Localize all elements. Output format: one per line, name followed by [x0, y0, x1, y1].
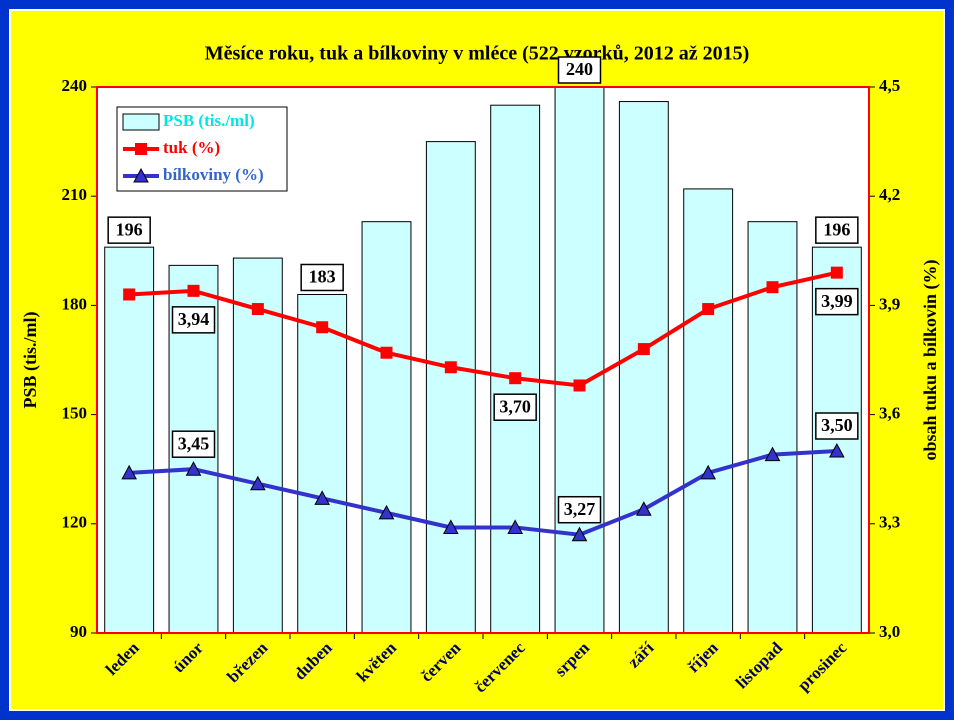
data-label-box	[815, 216, 859, 244]
data-label: 3,70	[499, 396, 531, 416]
marker	[828, 442, 845, 458]
marker	[571, 526, 588, 542]
y-tick-label: 210	[62, 185, 88, 204]
y-tick-label: 180	[62, 294, 88, 313]
legend-marker	[133, 167, 149, 183]
marker	[378, 504, 395, 520]
data-label: 3,45	[178, 433, 210, 453]
bar	[297, 293, 348, 634]
y-tick-label: 240	[62, 76, 88, 95]
plot-border	[96, 86, 870, 634]
bar	[618, 101, 669, 634]
y2-tick-label: 3,6	[879, 404, 900, 423]
legend-marker	[135, 143, 147, 155]
marker	[121, 464, 138, 480]
data-label-box	[107, 216, 151, 244]
marker	[251, 303, 264, 316]
data-label-box	[493, 393, 537, 421]
marker	[123, 288, 136, 301]
data-label: 3,27	[564, 499, 596, 519]
bar	[232, 257, 283, 634]
bar	[361, 221, 412, 634]
bar	[554, 86, 605, 634]
y-axis-title: PSB (tis./ml)	[20, 311, 41, 408]
y2-tick-label: 3,3	[879, 513, 900, 532]
data-label-box	[815, 287, 859, 316]
y-tick-label: 120	[62, 513, 88, 532]
y2-tick-label: 3,9	[879, 294, 900, 313]
marker	[700, 464, 717, 480]
line	[129, 270, 838, 388]
marker	[444, 361, 457, 374]
data-label: 183	[309, 267, 336, 287]
data-label-box	[171, 430, 216, 458]
legend-label: bílkoviny (%)	[163, 165, 264, 184]
legend-label: PSB (tis./ml)	[163, 111, 255, 130]
data-label-box	[815, 412, 859, 440]
data-label: 3,50	[821, 415, 853, 435]
y2-axis-title: obsah tuku a bílkovin (%)	[920, 259, 941, 460]
y-tick-label: 90	[70, 622, 87, 641]
data-label-box	[557, 495, 602, 524]
legend-swatch	[122, 113, 160, 131]
marker	[637, 343, 650, 356]
y-tick-label: 150	[62, 404, 88, 423]
marker	[764, 446, 781, 462]
bar	[425, 141, 476, 634]
marker	[249, 475, 266, 491]
marker	[187, 284, 200, 297]
y2-tick-label: 3,0	[879, 622, 900, 641]
chart-title: Měsíce roku, tuk a bílkoviny v mléce (52…	[205, 43, 750, 65]
data-label-box	[557, 56, 602, 84]
y2-tick-label: 4,5	[879, 76, 900, 95]
marker	[380, 346, 393, 359]
marker	[507, 519, 524, 534]
marker	[185, 461, 202, 476]
marker	[573, 379, 586, 392]
data-label-box	[171, 306, 216, 334]
data-label: 3,94	[178, 309, 210, 329]
data-label: 240	[566, 59, 593, 79]
marker	[635, 501, 652, 516]
data-label: 3,99	[821, 291, 853, 311]
legend-label: tuk (%)	[163, 138, 220, 157]
marker	[509, 372, 522, 385]
marker	[766, 281, 779, 294]
y2-tick-label: 4,2	[879, 185, 900, 204]
marker	[702, 303, 715, 316]
data-label-box	[300, 263, 344, 292]
marker	[442, 519, 459, 534]
line	[129, 449, 837, 537]
data-label: 196	[823, 219, 850, 239]
data-label: 196	[116, 219, 143, 239]
marker	[830, 266, 843, 279]
marker	[316, 321, 329, 334]
bar	[490, 104, 541, 634]
bar	[104, 246, 155, 634]
marker	[314, 490, 331, 505]
bar	[683, 188, 734, 634]
